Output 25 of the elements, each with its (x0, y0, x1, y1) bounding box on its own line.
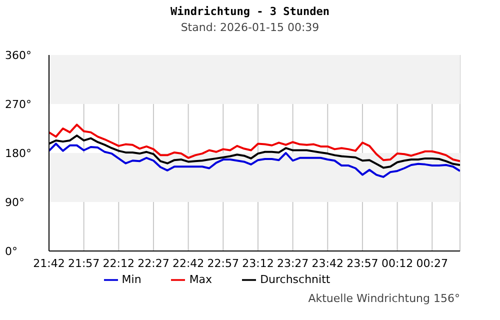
y-tick-label: 90° (5, 196, 24, 209)
chart-subtitle: Stand: 2026-01-15 00:39 (180, 21, 320, 34)
x-tick-label: 00:12 (381, 256, 414, 270)
x-tick-label: 21:42 (33, 256, 65, 270)
y-tick-label: 0° (5, 244, 18, 258)
x-tick-label: 23:42 (312, 256, 344, 270)
line-series (49, 142, 460, 178)
x-tick-label: 00:27 (416, 256, 448, 270)
x-tick-label: 22:42 (172, 256, 204, 270)
x-tick-label: 22:12 (102, 256, 135, 270)
y-tick-label: 270° (5, 98, 32, 111)
y-tick-label: 360° (5, 48, 32, 62)
x-tick-label: 23:27 (276, 256, 309, 270)
legend-label: Min (122, 273, 142, 286)
line-series (49, 124, 460, 162)
chart-title: Windrichtung - 3 Stunden (170, 5, 330, 18)
x-tick-label: 23:12 (242, 256, 274, 270)
y-tick-label: 180° (5, 146, 32, 160)
x-tick-label: 23:57 (346, 256, 378, 270)
x-tick-label: 22:57 (207, 256, 240, 270)
x-tick-label: 21:57 (68, 256, 100, 270)
text: Aktuelle Windrichtung 156° (308, 292, 460, 305)
x-tick-label: 22:27 (138, 256, 170, 270)
legend-label: Durchschnitt (260, 273, 330, 286)
legend-label: Max (189, 273, 212, 286)
